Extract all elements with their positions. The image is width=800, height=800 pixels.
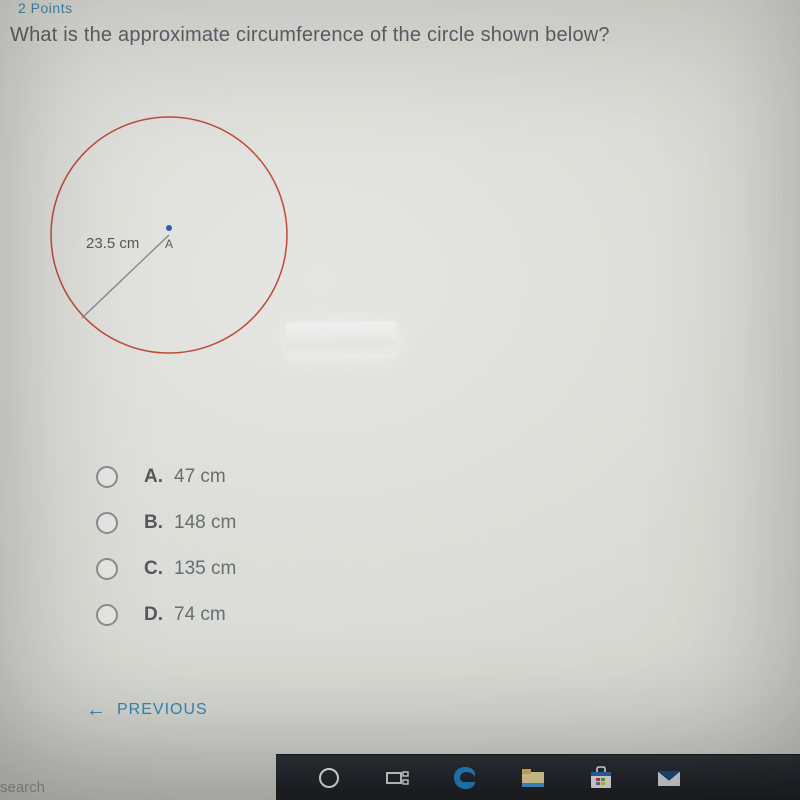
choice-letter: C. — [144, 558, 168, 580]
center-label: A — [165, 237, 173, 251]
center-dot — [166, 225, 172, 231]
choice-b[interactable]: B. 148 cm — [96, 512, 236, 534]
choice-letter: B. — [144, 512, 168, 534]
choice-c[interactable]: C. 135 cm — [96, 558, 236, 580]
choice-letter: D. — [144, 604, 168, 626]
radio-a[interactable] — [96, 466, 118, 488]
search-input[interactable]: search — [0, 779, 45, 796]
choice-a[interactable]: A. 47 cm — [96, 466, 236, 488]
screenshot-photo: 2 Points What is the approximate circumf… — [0, 0, 800, 800]
radio-c[interactable] — [96, 558, 118, 580]
radio-b[interactable] — [96, 512, 118, 534]
choice-d[interactable]: D. 74 cm — [96, 604, 236, 626]
circle-diagram: A 23.5 cm — [34, 100, 304, 370]
edge-icon[interactable] — [452, 765, 478, 791]
windows-taskbar — [276, 754, 800, 800]
mail-icon[interactable] — [656, 765, 682, 791]
choice-text: 47 cm — [174, 466, 226, 488]
task-view-icon[interactable] — [384, 765, 410, 791]
choice-letter: A. — [144, 466, 168, 488]
answer-choices: A. 47 cm B. 148 cm C. 135 cm D. 74 cm — [96, 466, 236, 650]
choice-text: 135 cm — [174, 558, 236, 580]
points-label: 2 Points — [18, 0, 73, 16]
arrow-left-icon: ← — [86, 700, 107, 720]
question-text: What is the approximate circumference of… — [10, 24, 794, 47]
previous-label: PREVIOUS — [117, 701, 208, 719]
choice-text: 74 cm — [174, 604, 226, 626]
radius-label: 23.5 cm — [86, 235, 139, 252]
choice-text: 148 cm — [174, 512, 236, 534]
microsoft-store-icon[interactable] — [588, 765, 614, 791]
file-explorer-icon[interactable] — [520, 765, 546, 791]
radio-d[interactable] — [96, 604, 118, 626]
previous-button[interactable]: ← PREVIOUS — [86, 700, 208, 720]
cortana-icon[interactable] — [316, 765, 342, 791]
screen-glare — [286, 321, 396, 359]
